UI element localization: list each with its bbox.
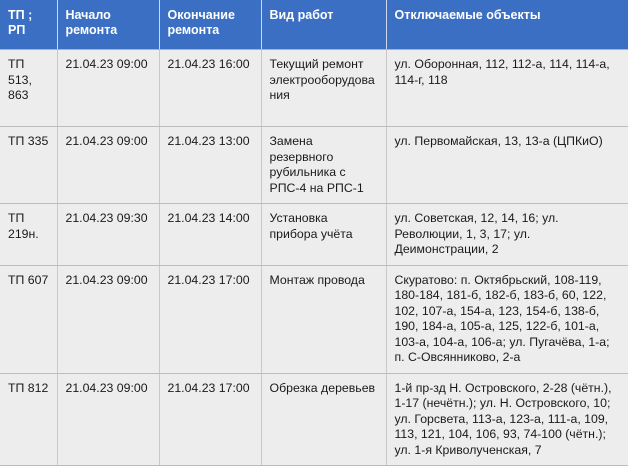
cell-objects: ул. Советская, 12, 14, 16; ул. Революции… [386, 203, 628, 266]
table-row: ТП 219н. 21.04.23 09:30 21.04.23 14:00 У… [0, 203, 628, 266]
column-header-objects: Отключаемые объекты [386, 0, 628, 50]
column-header-tp: ТП ; РП [0, 0, 58, 50]
table-header: ТП ; РП Начало ремонта Окончание ремонта… [0, 0, 628, 50]
cell-end: 21.04.23 13:00 [159, 126, 262, 204]
cell-end: 21.04.23 17:00 [159, 373, 262, 466]
cell-work: Текущий ремонт электрооборудования [261, 49, 387, 127]
cell-tp: ТП 335 [0, 126, 58, 204]
cell-objects: ул. Первомайская, 13, 13-а (ЦПКиО) [386, 126, 628, 204]
cell-tp: ТП 812 [0, 373, 58, 466]
cell-start: 21.04.23 09:00 [57, 126, 160, 204]
column-header-work: Вид работ [261, 0, 387, 50]
column-header-start: Начало ремонта [57, 0, 160, 50]
cell-start: 21.04.23 09:00 [57, 265, 160, 374]
table-row: ТП 607 21.04.23 09:00 21.04.23 17:00 Мон… [0, 265, 628, 374]
cell-objects: ул. Оборонная, 112, 112-а, 114, 114-а, 1… [386, 49, 628, 127]
cell-objects: 1-й пр-зд Н. Островского, 2-28 (чётн.), … [386, 373, 628, 466]
table-row: ТП 812 21.04.23 09:00 21.04.23 17:00 Обр… [0, 373, 628, 466]
cell-end: 21.04.23 17:00 [159, 265, 262, 374]
cell-start: 21.04.23 09:00 [57, 49, 160, 127]
cell-tp: ТП 607 [0, 265, 58, 374]
table-row: ТП 335 21.04.23 09:00 21.04.23 13:00 Зам… [0, 126, 628, 204]
cell-objects: Скуратово: п. Октябрьский, 108-119, 180-… [386, 265, 628, 374]
cell-end: 21.04.23 16:00 [159, 49, 262, 127]
table-row: ТП 513, 863 21.04.23 09:00 21.04.23 16:0… [0, 49, 628, 127]
cell-work: Монтаж провода [261, 265, 387, 374]
cell-work: Установка прибора учёта [261, 203, 387, 266]
cell-work: Замена резервного рубильника с РПС-4 на … [261, 126, 387, 204]
cell-start: 21.04.23 09:00 [57, 373, 160, 466]
cell-tp: ТП 219н. [0, 203, 58, 266]
cell-work: Обрезка деревьев [261, 373, 387, 466]
cell-tp: ТП 513, 863 [0, 49, 58, 127]
table-body: ТП 513, 863 21.04.23 09:00 21.04.23 16:0… [0, 49, 628, 466]
header-row: ТП ; РП Начало ремонта Окончание ремонта… [0, 0, 628, 50]
column-header-end: Окончание ремонта [159, 0, 262, 50]
cell-end: 21.04.23 14:00 [159, 203, 262, 266]
cell-start: 21.04.23 09:30 [57, 203, 160, 266]
